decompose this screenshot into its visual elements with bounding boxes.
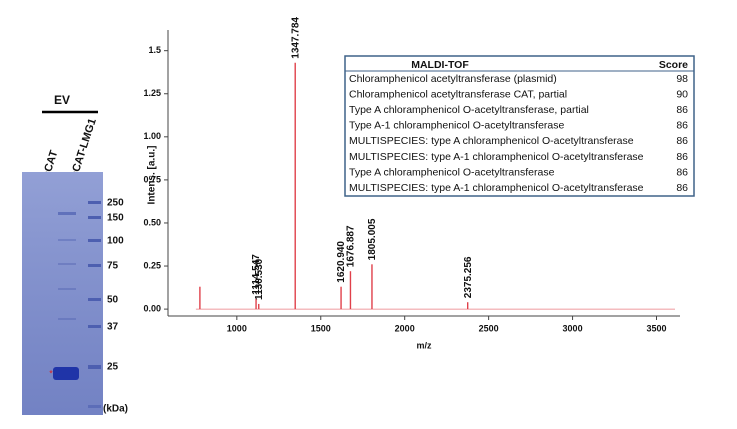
x-axis-label: m/z [416,340,432,350]
x-tick-label: 3000 [563,323,583,333]
protein-name: MULTISPECIES: type A-1 chloramphenicol O… [349,151,644,163]
y-tick-label: 0.00 [143,303,161,313]
y-tick-label: 1.00 [143,131,161,141]
protein-name: Chloramphenicol acetyltransferase (plasm… [349,73,557,85]
table-header: Score [659,59,688,71]
x-tick-label: 3500 [646,323,666,333]
score: 86 [676,166,688,178]
marker-label: 50 [107,295,119,306]
marker-label: 75 [107,261,119,272]
x-tick-label: 1500 [311,323,331,333]
score: 98 [676,73,688,85]
peak-label: 1676.887 [346,225,357,267]
marker-label: 25 [107,362,119,373]
protein-name: Chloramphenicol acetyltransferase CAT, p… [349,88,567,100]
protein-name: Type A chloramphenicol O-acetyltransfera… [349,166,555,178]
score: 86 [676,135,688,147]
marker-label: 100 [107,236,124,247]
gel-bands [53,201,101,408]
protein-name: Type A-1 chloramphenicol O-acetyltransfe… [349,120,565,132]
gel: EV pCAT pCAT-LMG1 * [22,93,128,415]
table-header: MALDI-TOF [411,59,469,71]
score: 86 [676,151,688,163]
table-border [344,55,695,197]
y-tick-label: 0.50 [143,217,161,227]
score-table: MALDI-TOF Score Chloramphenicol acetyltran… [344,55,695,197]
score: 86 [676,104,688,116]
asterisk: * [49,368,53,378]
protein-name: MULTISPECIES: type A-1 chloramphenicol O… [349,182,644,194]
lane-label: pCAT-LMG1 [68,117,99,180]
y-tick-label: 1.25 [143,88,161,98]
marker-label: 250 [107,198,124,209]
y-tick-label: 0.75 [143,174,161,184]
x-tick-label: 2000 [395,323,415,333]
gel-title: EV [54,93,70,107]
x-tick-label: 2500 [479,323,499,333]
peak-label: 2375.256 [463,256,474,298]
marker-label: 150 [107,213,124,224]
y-tick-label: 0.25 [143,260,161,270]
peak-label: 1805.005 [367,218,378,260]
score: 86 [676,182,688,194]
y-axis-label: Intens. [a.u.] [147,146,158,205]
unit-label: (kDa) [103,404,128,415]
score: 90 [676,88,688,100]
peak-label: 1620.940 [336,241,347,283]
peak-label: 1130.530 [254,258,265,300]
x-tick-label: 1000 [227,323,247,333]
peak-label: 1347.784 [290,17,301,59]
score: 86 [676,120,688,132]
spectrum-plot: Intens. [a.u.] m/z 0.00 0.25 0.50 0.75 1.00 1… [143,17,680,350]
marker-label: 37 [107,322,119,333]
y-tick-label: 1.5 [148,45,161,55]
peak-label: 1114.547 [251,254,262,295]
protein-name: MULTISPECIES: type A chloramphenicol O-a… [349,135,634,147]
protein-name: Type A chloramphenicol O-acetyltransfera… [349,104,589,116]
